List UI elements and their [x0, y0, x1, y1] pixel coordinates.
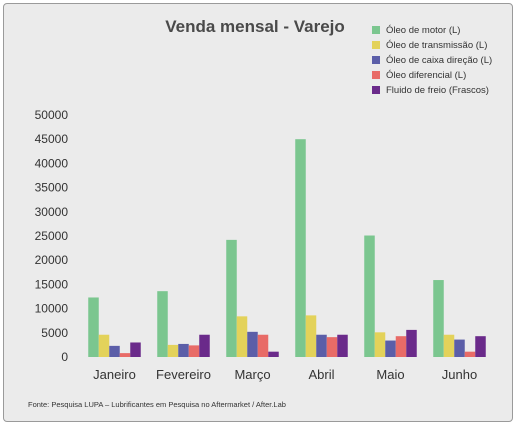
- legend: Óleo de motor (L) Óleo de transmissão (L)…: [372, 25, 492, 96]
- y-tick-label: 0: [61, 350, 68, 364]
- legend-swatch: [372, 26, 380, 34]
- bar: [236, 316, 248, 357]
- bar: [226, 239, 237, 357]
- y-tick-label: 40000: [35, 156, 69, 170]
- legend-swatch: [372, 56, 380, 64]
- y-axis: 0 5000 10000 15000 20000 25000 30000 35000 40000…: [35, 108, 69, 364]
- bar: [337, 334, 348, 357]
- y-tick-label: 45000: [35, 132, 69, 146]
- bar: [247, 331, 258, 357]
- bar: [257, 334, 269, 357]
- bar: [385, 340, 396, 357]
- legend-swatch: [372, 41, 380, 49]
- bar: [119, 353, 131, 357]
- legend-swatch: [372, 71, 380, 79]
- y-tick-label: 5000: [41, 326, 68, 340]
- chart-title: Venda mensal - Varejo: [165, 17, 345, 36]
- bar: [295, 139, 306, 357]
- bar: [188, 345, 200, 357]
- bar: [364, 235, 375, 357]
- y-tick-label: 35000: [35, 181, 69, 195]
- legend-label: Óleo de caixa direção (L): [386, 55, 492, 66]
- legend-label: Óleo de motor (L): [386, 25, 460, 36]
- bar: [305, 315, 317, 357]
- source-note: Fonte: Pesquisa LUPA – Lubrificantes em …: [28, 400, 286, 409]
- bar: [88, 297, 99, 357]
- y-tick-label: 15000: [35, 277, 69, 291]
- x-axis: Janeiro Fevereiro Março Abril Maio Junho: [93, 367, 477, 382]
- legend-label: Óleo diferencial (L): [386, 70, 466, 81]
- x-category-label: Maio: [376, 367, 404, 382]
- bar: [475, 336, 486, 357]
- bar: [178, 343, 189, 357]
- bar: [199, 334, 210, 357]
- bar: [374, 332, 386, 357]
- y-tick-label: 25000: [35, 229, 69, 243]
- bar: [316, 334, 327, 357]
- bar: [109, 345, 120, 357]
- bar: [98, 334, 110, 357]
- bar: [454, 339, 465, 357]
- bar: [406, 329, 417, 357]
- y-tick-label: 20000: [35, 253, 69, 267]
- y-tick-label: 50000: [35, 108, 69, 122]
- bar: [130, 342, 141, 357]
- bar: [326, 337, 338, 357]
- bar: [433, 280, 444, 357]
- x-category-label: Junho: [442, 367, 477, 382]
- y-tick-label: 30000: [35, 205, 69, 219]
- x-category-label: Março: [234, 367, 270, 382]
- bars: [88, 139, 486, 357]
- bar: [268, 351, 279, 357]
- legend-label: Óleo de transmissão (L): [386, 40, 487, 51]
- x-category-label: Fevereiro: [156, 367, 211, 382]
- legend-label: Fluido de freio (Frascos): [386, 85, 489, 96]
- bar: [157, 291, 168, 357]
- x-category-label: Abril: [308, 367, 334, 382]
- bar: [167, 344, 179, 357]
- y-tick-label: 10000: [35, 302, 69, 316]
- bar: [443, 334, 455, 357]
- bar: [464, 351, 476, 357]
- x-category-label: Janeiro: [93, 367, 136, 382]
- bar: [395, 336, 407, 357]
- legend-swatch: [372, 86, 380, 94]
